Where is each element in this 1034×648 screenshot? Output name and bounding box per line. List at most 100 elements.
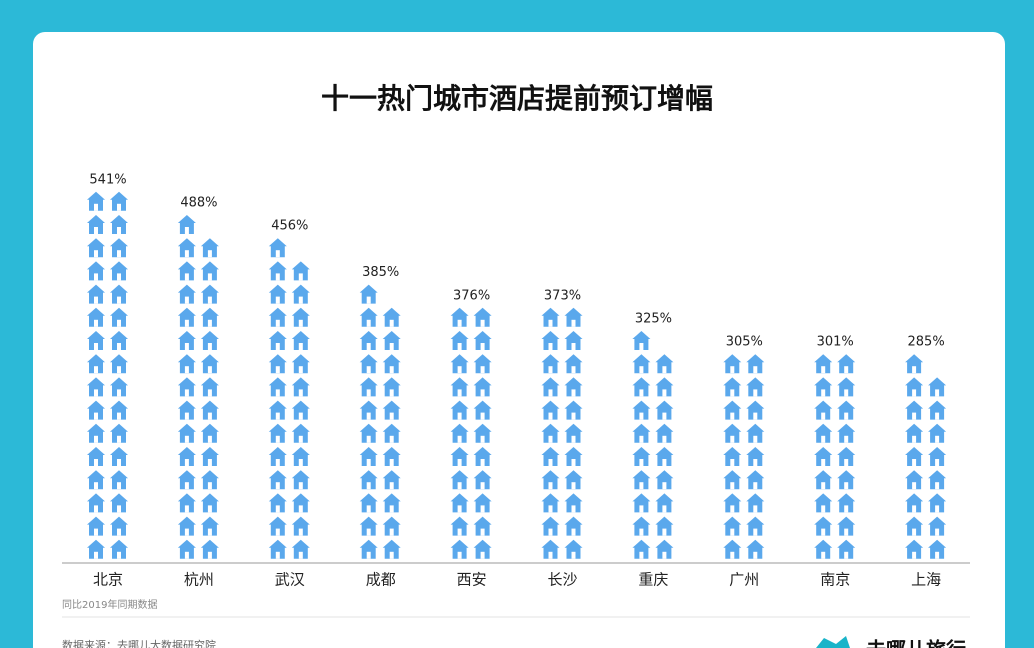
house-icon	[359, 400, 378, 420]
house-door	[275, 459, 280, 466]
house-door	[207, 551, 212, 559]
house-door	[730, 389, 735, 397]
x-tick-label: 成都	[366, 571, 396, 589]
house-icon	[905, 447, 924, 466]
house-icon	[177, 539, 196, 559]
house-icon	[723, 539, 742, 559]
house-door	[207, 482, 212, 490]
house-door	[571, 459, 576, 466]
house-door	[935, 389, 940, 397]
house-icon	[177, 493, 196, 513]
house-icon	[382, 354, 401, 374]
house-icon	[473, 377, 492, 397]
house-door	[662, 459, 667, 466]
house-door	[821, 505, 826, 513]
house-icon	[905, 516, 924, 536]
house-door	[298, 459, 303, 466]
house-icon	[905, 493, 924, 513]
house-icon	[473, 331, 492, 350]
x-tick-label: 上海	[911, 571, 941, 589]
house-icon	[746, 377, 765, 397]
house-icon	[746, 470, 765, 490]
house-icon	[200, 261, 219, 281]
house-icon	[837, 377, 856, 397]
house-door	[389, 343, 394, 350]
house-door	[94, 551, 98, 559]
house-icon	[632, 470, 651, 490]
house-door	[844, 389, 849, 397]
house-door	[662, 482, 667, 490]
house-icon	[110, 493, 128, 513]
house-icon	[837, 539, 856, 559]
house-door	[844, 505, 849, 513]
house-door	[730, 435, 735, 443]
house-door	[912, 412, 917, 420]
house-door	[275, 389, 280, 397]
x-tick-label: 西安	[457, 571, 487, 589]
house-icon	[837, 423, 856, 443]
house-door	[480, 528, 485, 536]
house-icon	[87, 331, 105, 350]
house-door	[207, 389, 212, 397]
house-door	[298, 389, 303, 397]
house-door	[275, 505, 280, 513]
house-door	[821, 459, 826, 466]
house-door	[207, 319, 212, 327]
house-door	[480, 366, 485, 374]
house-icon	[87, 191, 105, 211]
x-tick-label: 长沙	[547, 571, 577, 589]
house-door	[298, 505, 303, 513]
house-door	[184, 227, 189, 234]
house-door	[184, 296, 189, 304]
house-icon	[359, 447, 378, 466]
house-icon	[200, 470, 219, 490]
house-icon	[177, 284, 196, 304]
house-door	[480, 551, 485, 559]
house-icon	[200, 377, 219, 397]
house-icon	[837, 493, 856, 513]
house-door	[366, 296, 371, 304]
house-icon	[110, 470, 128, 490]
house-icon	[110, 423, 128, 443]
house-icon	[268, 447, 287, 466]
house-icon	[746, 493, 765, 513]
icon-column	[177, 215, 219, 559]
house-door	[117, 412, 121, 420]
house-icon	[928, 400, 947, 420]
house-icon	[382, 307, 401, 327]
house-door	[275, 319, 280, 327]
house-door	[548, 435, 553, 443]
house-icon	[87, 261, 105, 281]
house-door	[639, 435, 644, 443]
house-door	[184, 435, 189, 443]
house-icon	[200, 400, 219, 420]
house-door	[94, 528, 98, 536]
house-icon	[450, 493, 469, 513]
house-icon	[450, 447, 469, 466]
icon-column	[814, 354, 856, 559]
house-door	[935, 551, 940, 559]
house-icon	[87, 516, 105, 536]
house-icon	[723, 423, 742, 443]
house-door	[366, 505, 371, 513]
house-icon	[905, 377, 924, 397]
note: 同比2019年同期数据	[62, 598, 157, 611]
house-icon	[110, 516, 128, 536]
house-icon	[87, 377, 105, 397]
house-door	[184, 482, 189, 490]
house-door	[184, 366, 189, 374]
house-icon	[291, 307, 310, 327]
house-door	[821, 435, 826, 443]
house-door	[844, 551, 849, 559]
house-icon	[655, 354, 674, 374]
house-door	[94, 273, 98, 281]
house-icon	[564, 447, 583, 466]
house-icon	[450, 516, 469, 536]
house-icon	[359, 539, 378, 559]
house-door	[207, 412, 212, 420]
source: 数据来源：去哪儿大数据研究院	[62, 638, 216, 648]
house-door	[935, 482, 940, 490]
house-door	[366, 389, 371, 397]
house-door	[753, 482, 758, 490]
house-icon	[473, 516, 492, 536]
